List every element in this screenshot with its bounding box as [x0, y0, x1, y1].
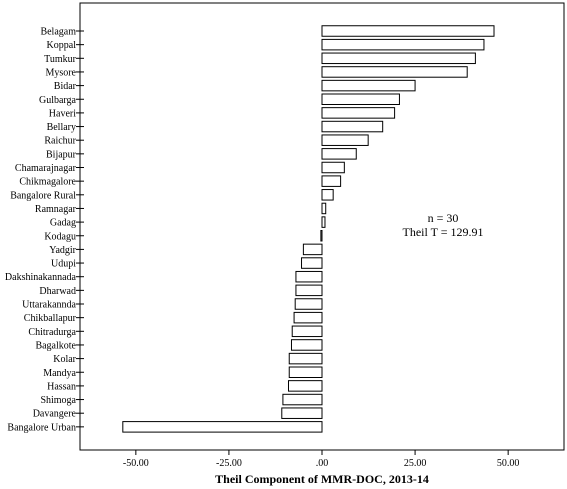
category-label-davangere: Davangere	[33, 409, 77, 420]
bar-gadag	[321, 216, 326, 228]
bar-chitradurga	[291, 325, 323, 338]
category-label-belagam: Belagam	[40, 27, 76, 38]
bar-dakshinakannada	[295, 270, 323, 283]
bar-belagam	[321, 25, 495, 37]
x-tick-label: 50.00	[497, 458, 520, 469]
x-ticks-group: -50.00 -25.00 .00 25.00 50.00	[123, 450, 519, 469]
x-tick-label: .00	[316, 458, 329, 469]
bar-davangere	[281, 407, 323, 419]
x-tick-label: -25.00	[216, 458, 242, 469]
bar-bidar	[321, 79, 416, 92]
bar-mandya	[288, 366, 323, 378]
bar-udupi	[301, 257, 323, 269]
n-annotation: n = 30	[428, 211, 459, 225]
bars-group	[122, 25, 495, 433]
category-label-dharwad: Dharwad	[39, 286, 76, 297]
bar-kolar	[288, 352, 323, 365]
category-label-kolar: Kolar	[53, 354, 76, 365]
bar-raichur	[321, 134, 369, 146]
category-label-udupi: Udupi	[51, 259, 76, 270]
bar-bellary	[321, 120, 384, 133]
x-axis-title: Theil Component of MMR-DOC, 2013-14	[215, 472, 429, 486]
category-label-shimoga: Shimoga	[40, 395, 76, 406]
bar-koppal	[321, 38, 485, 51]
category-labels-group: Belagam Koppal Tumkur Mysore Bidar Gulbarga Ha…	[5, 27, 84, 433]
category-label-mandya: Mandya	[43, 368, 76, 379]
bar-chamarajnagar	[321, 161, 345, 174]
category-label-bangalore-rural: Bangalore Rural	[10, 190, 76, 201]
bar-yadgir	[302, 243, 323, 256]
bar-gulbarga	[321, 93, 400, 105]
category-label-koppal: Koppal	[47, 40, 77, 51]
category-label-bidar: Bidar	[54, 81, 77, 92]
category-label-yadgir: Yadgir	[49, 245, 76, 256]
bar-chikballapur	[293, 311, 323, 324]
bar-chikmagalore	[321, 175, 342, 187]
category-label-uttarakannda: Uttarakannda	[22, 300, 76, 311]
category-label-haveri: Haveri	[49, 108, 76, 119]
bar-kodagu	[320, 230, 323, 242]
bar-dharwad	[295, 284, 323, 297]
category-label-chitradurga: Chitradurga	[28, 327, 76, 338]
category-label-chamarajnagar: Chamarajnagar	[15, 163, 77, 174]
bar-bangalore-urban	[122, 421, 323, 433]
bar-uttarakannda	[294, 298, 323, 310]
x-tick-label: -50.00	[123, 458, 149, 469]
category-label-mysore: Mysore	[45, 67, 76, 78]
category-label-chikballapur: Chikballapur	[24, 313, 77, 324]
bar-bijapur	[321, 148, 357, 160]
theil-annotation: Theil T = 129.91	[403, 225, 484, 239]
category-label-dakshinakannada: Dakshinakannada	[5, 272, 77, 283]
category-label-chikmagalore: Chikmagalore	[19, 177, 76, 188]
category-label-raichur: Raichur	[44, 136, 76, 147]
bar-mysore	[321, 66, 468, 78]
category-label-ramnagar: Ramnagar	[35, 204, 77, 215]
category-label-gulbarga: Gulbarga	[39, 95, 77, 106]
bar-bangalore-rural	[321, 189, 334, 201]
category-label-hassan: Hassan	[47, 381, 76, 392]
bar-haveri	[321, 107, 396, 119]
category-label-kodagu: Kodagu	[44, 231, 76, 242]
bar-ramnagar	[321, 202, 327, 215]
bar-tumkur	[321, 52, 476, 65]
bar-bagalkote	[290, 339, 323, 351]
category-label-tumkur: Tumkur	[44, 54, 77, 65]
category-label-gadag: Gadag	[50, 218, 76, 229]
category-label-bellary: Bellary	[47, 122, 76, 133]
bar-shimoga	[282, 393, 323, 406]
category-label-bangalore-urban: Bangalore Urban	[7, 422, 76, 433]
bar-hassan	[287, 380, 323, 392]
category-label-bagalkote: Bagalkote	[35, 340, 76, 351]
x-tick-label: 25.00	[404, 458, 427, 469]
category-label-bijapur: Bijapur	[46, 149, 77, 160]
